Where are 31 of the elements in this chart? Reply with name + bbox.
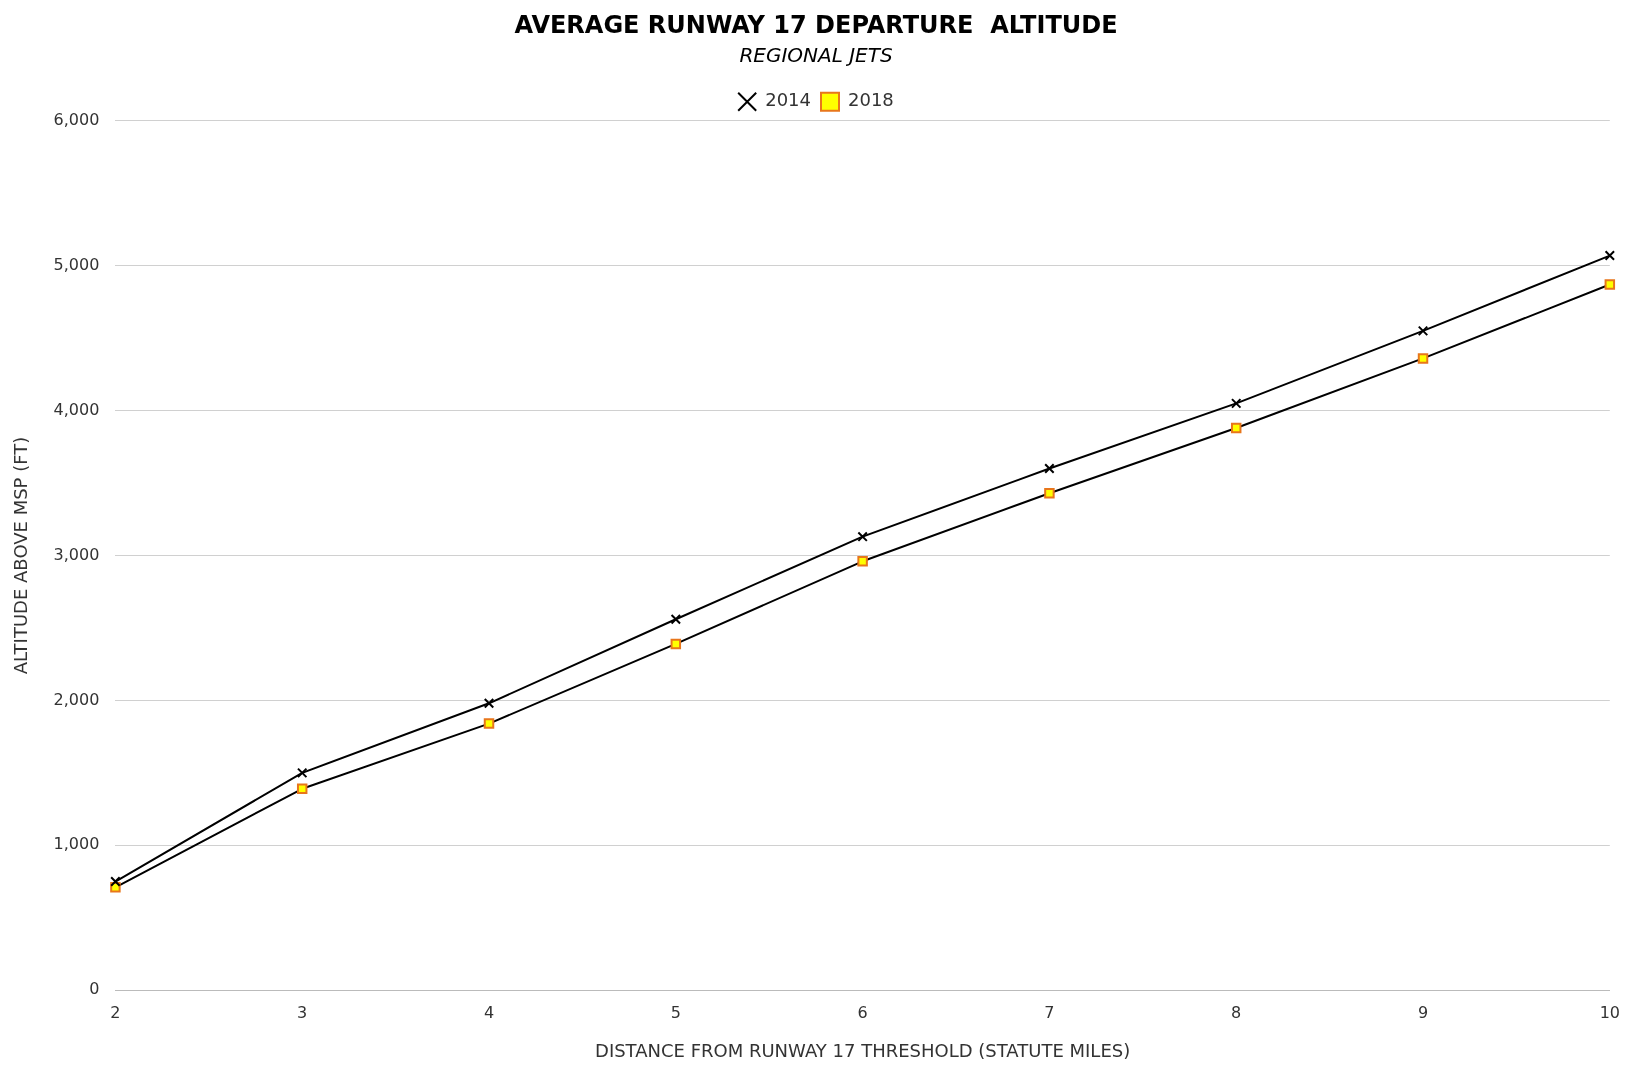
point — [670, 614, 682, 625]
y-tick-label: 4,000 — [53, 399, 100, 419]
x-tick-label: 2 — [110, 1002, 121, 1022]
point — [296, 767, 308, 779]
point — [1417, 325, 1429, 337]
legend-label: 2018 — [848, 89, 894, 111]
legend-label: 2014 — [765, 89, 811, 111]
x-tick-label: 10 — [1599, 1002, 1620, 1022]
y-tick-label: 2,000 — [53, 689, 100, 709]
x-axis-title: DISTANCE FROM RUNWAY 17 THRESHOLD (STATUTE MILES) — [595, 1039, 1131, 1061]
x-tick-label: 5 — [670, 1002, 681, 1022]
x-tick-label: 6 — [857, 1002, 868, 1022]
chart-title: AVERAGE RUNWAY 17 DEPARTURE ALTITUDE — [514, 10, 1118, 39]
x-tick-label: 4 — [483, 1002, 495, 1022]
x-tick-label: 8 — [1231, 1002, 1242, 1022]
point — [1230, 398, 1242, 409]
y-tick-label: 3,000 — [53, 544, 100, 564]
x-tick-label: 7 — [1044, 1002, 1055, 1022]
y-tick-label: 5,000 — [53, 254, 100, 274]
point — [483, 698, 495, 709]
x-tick-label: 9 — [1417, 1002, 1429, 1022]
point — [857, 531, 868, 542]
y-axis-title: ALTITUDE ABOVE MSP (FT) — [10, 436, 32, 675]
y-tick-label: 0 — [89, 979, 100, 999]
x-tick-label: 3 — [297, 1002, 308, 1022]
point — [110, 876, 121, 887]
chart-subtitle: REGIONAL JETS — [739, 43, 893, 67]
point — [1604, 250, 1616, 261]
y-tick-label: 6,000 — [53, 109, 100, 129]
point — [1044, 463, 1055, 474]
y-tick-label: 1,000 — [53, 834, 100, 854]
